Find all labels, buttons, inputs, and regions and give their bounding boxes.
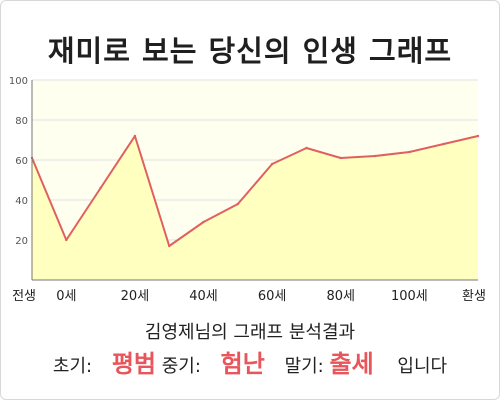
data-point <box>373 154 377 158</box>
series-area <box>32 136 478 280</box>
data-point <box>305 146 308 150</box>
ending-text: 입니다 <box>397 356 448 377</box>
data-point <box>65 238 68 242</box>
x-tick-label: 80세 <box>327 289 356 304</box>
y-tick-label: 100 <box>9 76 28 87</box>
chart-title: 재미로 보는 당신의 인생 그래프 <box>47 34 453 68</box>
x-tick-label: 60세 <box>258 289 287 304</box>
data-point <box>133 134 137 138</box>
y-tick-label: 60 <box>15 156 28 167</box>
result-summary: 초기: 평범 중기: 험난 말기: 출세 입니다 <box>0 344 500 379</box>
x-tick-label: 100세 <box>391 289 428 304</box>
data-point <box>476 134 480 138</box>
middle-value: 험난 <box>220 350 265 378</box>
x-tick-label: 40세 <box>189 289 218 304</box>
middle-label: 중기: <box>161 356 201 377</box>
series-line <box>31 135 479 247</box>
data-point <box>236 202 240 206</box>
x-tick-label: 환생 <box>462 289 486 304</box>
early-label: 초기: <box>52 356 93 377</box>
data-point <box>339 156 342 160</box>
y-tick-label: 20 <box>15 236 28 247</box>
data-point <box>270 162 274 166</box>
data-point <box>168 244 171 248</box>
late-label: 말기: <box>284 356 324 377</box>
x-tick-label: 전생 <box>12 289 36 304</box>
data-point <box>408 150 411 154</box>
early-value: 평범 <box>111 350 156 378</box>
result-heading: 김영제님의 그래프 분석결과 <box>144 322 356 343</box>
late-value: 출세 <box>329 350 374 378</box>
data-point <box>99 186 102 190</box>
x-tick-label: 20세 <box>121 289 150 304</box>
y-tick-label: 40 <box>15 196 28 207</box>
data-point <box>442 142 445 146</box>
y-tick-label: 80 <box>15 116 28 127</box>
x-tick-label: 0세 <box>56 289 76 304</box>
data-point <box>202 220 205 224</box>
